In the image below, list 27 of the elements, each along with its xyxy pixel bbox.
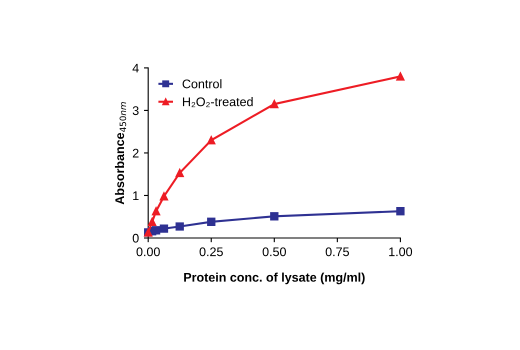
legend-label: Control <box>182 79 222 88</box>
y-tick-label: 1 <box>133 191 139 200</box>
x-tick-label: 0.50 <box>262 247 286 256</box>
point <box>396 72 405 81</box>
point <box>270 212 278 220</box>
point <box>152 226 160 235</box>
point <box>176 168 184 178</box>
legend-label: H₂O₂-treated <box>182 97 253 108</box>
x-tick-label: 0.25 <box>200 247 223 256</box>
point <box>160 192 168 200</box>
x-tick-label: 0.00 <box>136 247 160 256</box>
y-tick-label: 3 <box>132 106 139 116</box>
x-axis-title: Protein conc. of lysate (mg/ml) <box>184 272 365 284</box>
y-tick-label: 4 <box>132 64 139 72</box>
point <box>396 207 405 216</box>
x-tick-label: 0.75 <box>326 247 349 256</box>
point <box>176 222 184 231</box>
point <box>207 136 216 144</box>
x-tick-label: 1.00 <box>389 247 412 256</box>
point <box>270 100 278 108</box>
y-tick-label: 0 <box>132 234 139 243</box>
point <box>160 224 168 233</box>
y-tick-label: 2 <box>132 148 139 158</box>
point <box>207 218 216 226</box>
y-axis-title: Absorbance$_{450nm}$ <box>114 102 126 204</box>
point <box>152 207 160 216</box>
point <box>148 218 156 226</box>
